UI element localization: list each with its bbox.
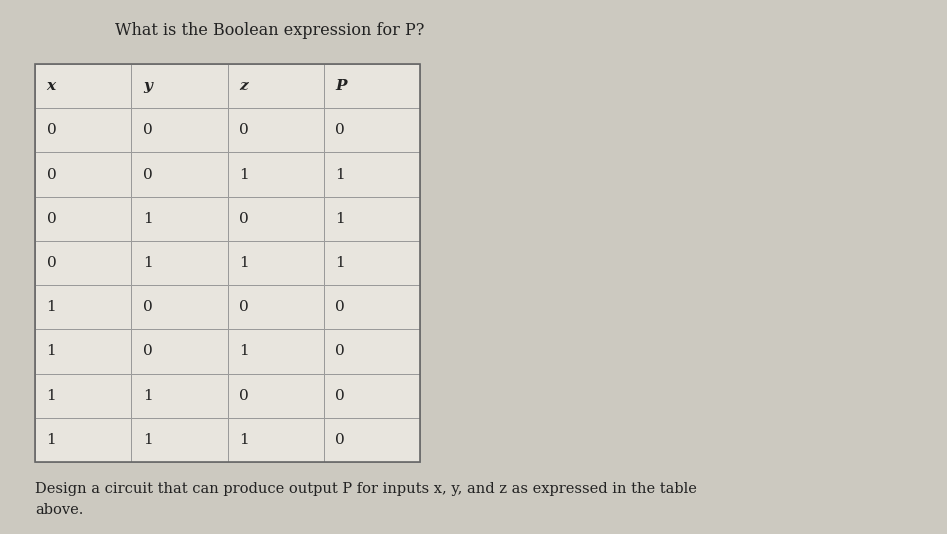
Bar — [132, 241, 227, 285]
Bar — [35, 64, 132, 108]
Text: 1: 1 — [46, 344, 56, 358]
Bar — [227, 374, 324, 418]
Text: 1: 1 — [143, 212, 152, 226]
Bar — [132, 152, 227, 197]
Text: 1: 1 — [143, 389, 152, 403]
Bar — [227, 241, 324, 285]
Text: x: x — [46, 79, 56, 93]
Text: 0: 0 — [335, 433, 345, 447]
Bar — [324, 374, 420, 418]
Bar — [227, 64, 324, 108]
Text: 0: 0 — [46, 256, 56, 270]
Text: 0: 0 — [239, 300, 249, 314]
Text: 0: 0 — [46, 123, 56, 137]
Text: 1: 1 — [239, 168, 249, 182]
Text: 0: 0 — [335, 300, 345, 314]
Bar — [324, 285, 420, 329]
Text: 0: 0 — [335, 123, 345, 137]
Text: 0: 0 — [143, 168, 152, 182]
Bar — [227, 197, 324, 241]
Text: 1: 1 — [239, 433, 249, 447]
Bar — [132, 285, 227, 329]
Text: 0: 0 — [239, 389, 249, 403]
Text: z: z — [239, 79, 248, 93]
Bar — [35, 197, 132, 241]
Bar — [35, 329, 132, 374]
Text: 0: 0 — [143, 300, 152, 314]
Text: 1: 1 — [143, 256, 152, 270]
Bar — [324, 64, 420, 108]
Text: 0: 0 — [239, 212, 249, 226]
Text: 0: 0 — [143, 123, 152, 137]
Bar — [324, 108, 420, 152]
Bar — [132, 329, 227, 374]
Text: 1: 1 — [335, 212, 345, 226]
Bar — [324, 197, 420, 241]
Text: Design a circuit that can produce output P for inputs x, y, and z as expressed i: Design a circuit that can produce output… — [35, 482, 697, 516]
Bar — [35, 374, 132, 418]
Bar — [35, 285, 132, 329]
Text: P: P — [335, 79, 347, 93]
Bar — [35, 152, 132, 197]
Bar — [132, 197, 227, 241]
Bar — [227, 329, 324, 374]
Text: 0: 0 — [46, 212, 56, 226]
Bar — [35, 418, 132, 462]
Text: 0: 0 — [335, 344, 345, 358]
Text: What is the Boolean expression for P?: What is the Boolean expression for P? — [116, 22, 424, 39]
Bar — [35, 64, 420, 462]
Text: 1: 1 — [239, 344, 249, 358]
Text: 0: 0 — [335, 389, 345, 403]
Bar — [132, 64, 227, 108]
Text: 0: 0 — [46, 168, 56, 182]
Text: 1: 1 — [46, 433, 56, 447]
Bar — [324, 418, 420, 462]
Bar — [324, 329, 420, 374]
Bar — [227, 108, 324, 152]
Text: 1: 1 — [335, 256, 345, 270]
Bar — [35, 241, 132, 285]
Text: 1: 1 — [335, 168, 345, 182]
Text: y: y — [143, 79, 152, 93]
Bar — [132, 108, 227, 152]
Bar — [324, 152, 420, 197]
Bar — [35, 108, 132, 152]
Bar — [227, 418, 324, 462]
Text: 0: 0 — [143, 344, 152, 358]
Bar — [132, 374, 227, 418]
Bar — [324, 241, 420, 285]
Bar — [227, 285, 324, 329]
Text: 1: 1 — [46, 389, 56, 403]
Bar — [132, 418, 227, 462]
Text: 0: 0 — [239, 123, 249, 137]
Bar — [227, 152, 324, 197]
Text: 1: 1 — [239, 256, 249, 270]
Text: 1: 1 — [46, 300, 56, 314]
Text: 1: 1 — [143, 433, 152, 447]
